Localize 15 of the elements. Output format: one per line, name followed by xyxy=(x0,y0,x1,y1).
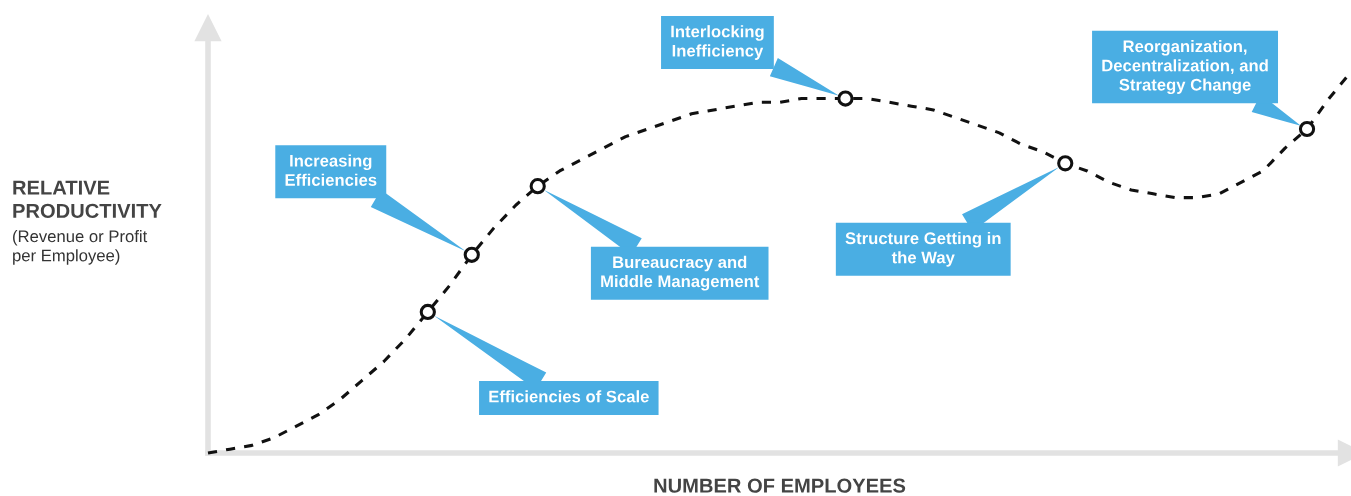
annotation: Increasing Efficiencies xyxy=(285,154,377,186)
point xyxy=(1298,120,1316,138)
point xyxy=(1057,155,1074,172)
y-axis-title: RELATIVE PRODUCTIVITY xyxy=(13,180,162,218)
x-axis-title: NUMBER OF EMPLOYEES xyxy=(654,478,906,493)
point xyxy=(463,246,480,263)
annotation: Efficiencies of Scale xyxy=(489,390,649,403)
annotation: Structure Getting in the Way xyxy=(845,231,1001,267)
text: Interlocking Inefficiency xyxy=(671,25,764,60)
point xyxy=(419,303,436,321)
point xyxy=(837,90,854,107)
annotation: Reorganization, Decentralization, and Strategy Change xyxy=(1102,40,1268,95)
text: (Revenue or Profit per Employee) xyxy=(13,230,148,265)
point xyxy=(529,178,546,195)
annotation: Bureaucracy and Middle Management xyxy=(601,255,760,291)
